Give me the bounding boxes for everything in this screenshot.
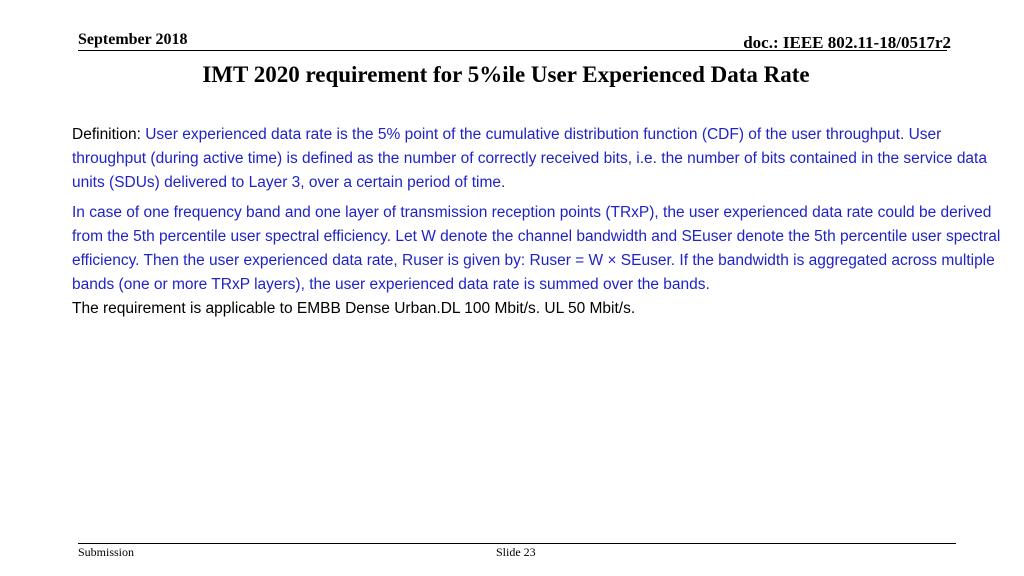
- definition-text: User experienced data rate is the 5% poi…: [72, 126, 987, 191]
- footer-submission: Submission: [78, 545, 135, 559]
- derivation-paragraph: In case of one frequency band and one la…: [72, 204, 1001, 293]
- requirement-paragraph: The requirement is applicable to EMBB De…: [72, 300, 636, 317]
- definition-label: Definition:: [72, 126, 146, 143]
- slide-body: Definition: User experienced data rate i…: [72, 123, 1008, 321]
- footer-slide-number: Slide 23: [496, 545, 536, 559]
- header-divider: [78, 50, 947, 51]
- header-date: September 2018: [78, 31, 188, 48]
- definition-paragraph: Definition: User experienced data rate i…: [72, 123, 1008, 195]
- footer-divider: [78, 543, 956, 544]
- slide-title: IMT 2020 requirement for 5%ile User Expe…: [202, 62, 810, 87]
- header-doc-id: doc.: IEEE 802.11-18/0517r2: [743, 33, 951, 52]
